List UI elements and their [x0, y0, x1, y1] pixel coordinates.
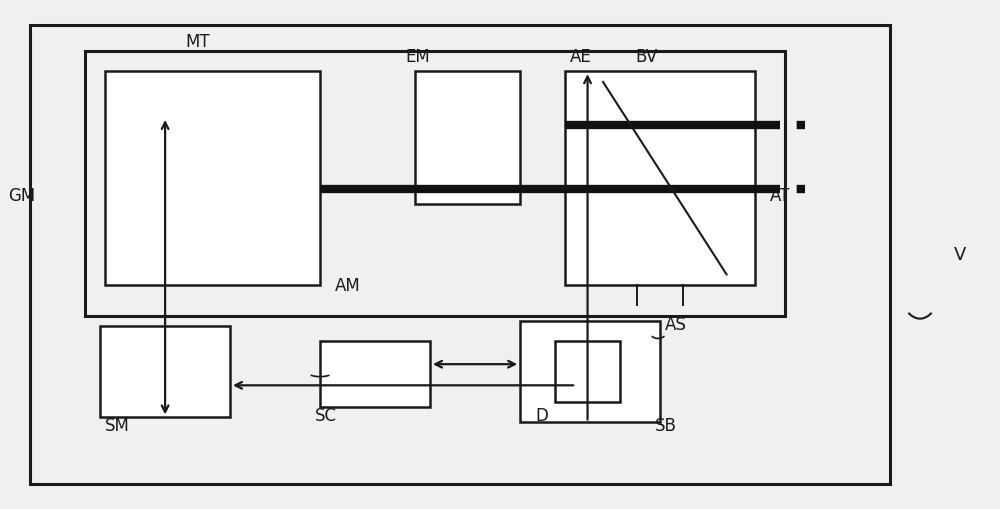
Bar [555, 341, 620, 402]
Text: AM: AM [335, 277, 361, 295]
Bar [520, 321, 660, 422]
Text: SC: SC [315, 407, 337, 425]
Text: AS: AS [665, 316, 687, 333]
Bar [320, 341, 430, 407]
Text: GM: GM [8, 187, 35, 205]
Text: AT: AT [770, 187, 790, 205]
Text: EM: EM [405, 48, 430, 66]
Bar [565, 71, 755, 285]
Bar [100, 326, 230, 417]
Bar [85, 51, 785, 316]
Text: D: D [535, 407, 548, 425]
Bar [30, 25, 890, 484]
Bar [415, 71, 520, 204]
Text: V: V [954, 245, 966, 264]
Bar [105, 71, 320, 285]
Text: SB: SB [655, 417, 677, 435]
Text: SM: SM [105, 417, 130, 435]
Text: AE: AE [570, 48, 592, 66]
Text: BV: BV [635, 48, 657, 66]
Text: MT: MT [185, 33, 210, 51]
